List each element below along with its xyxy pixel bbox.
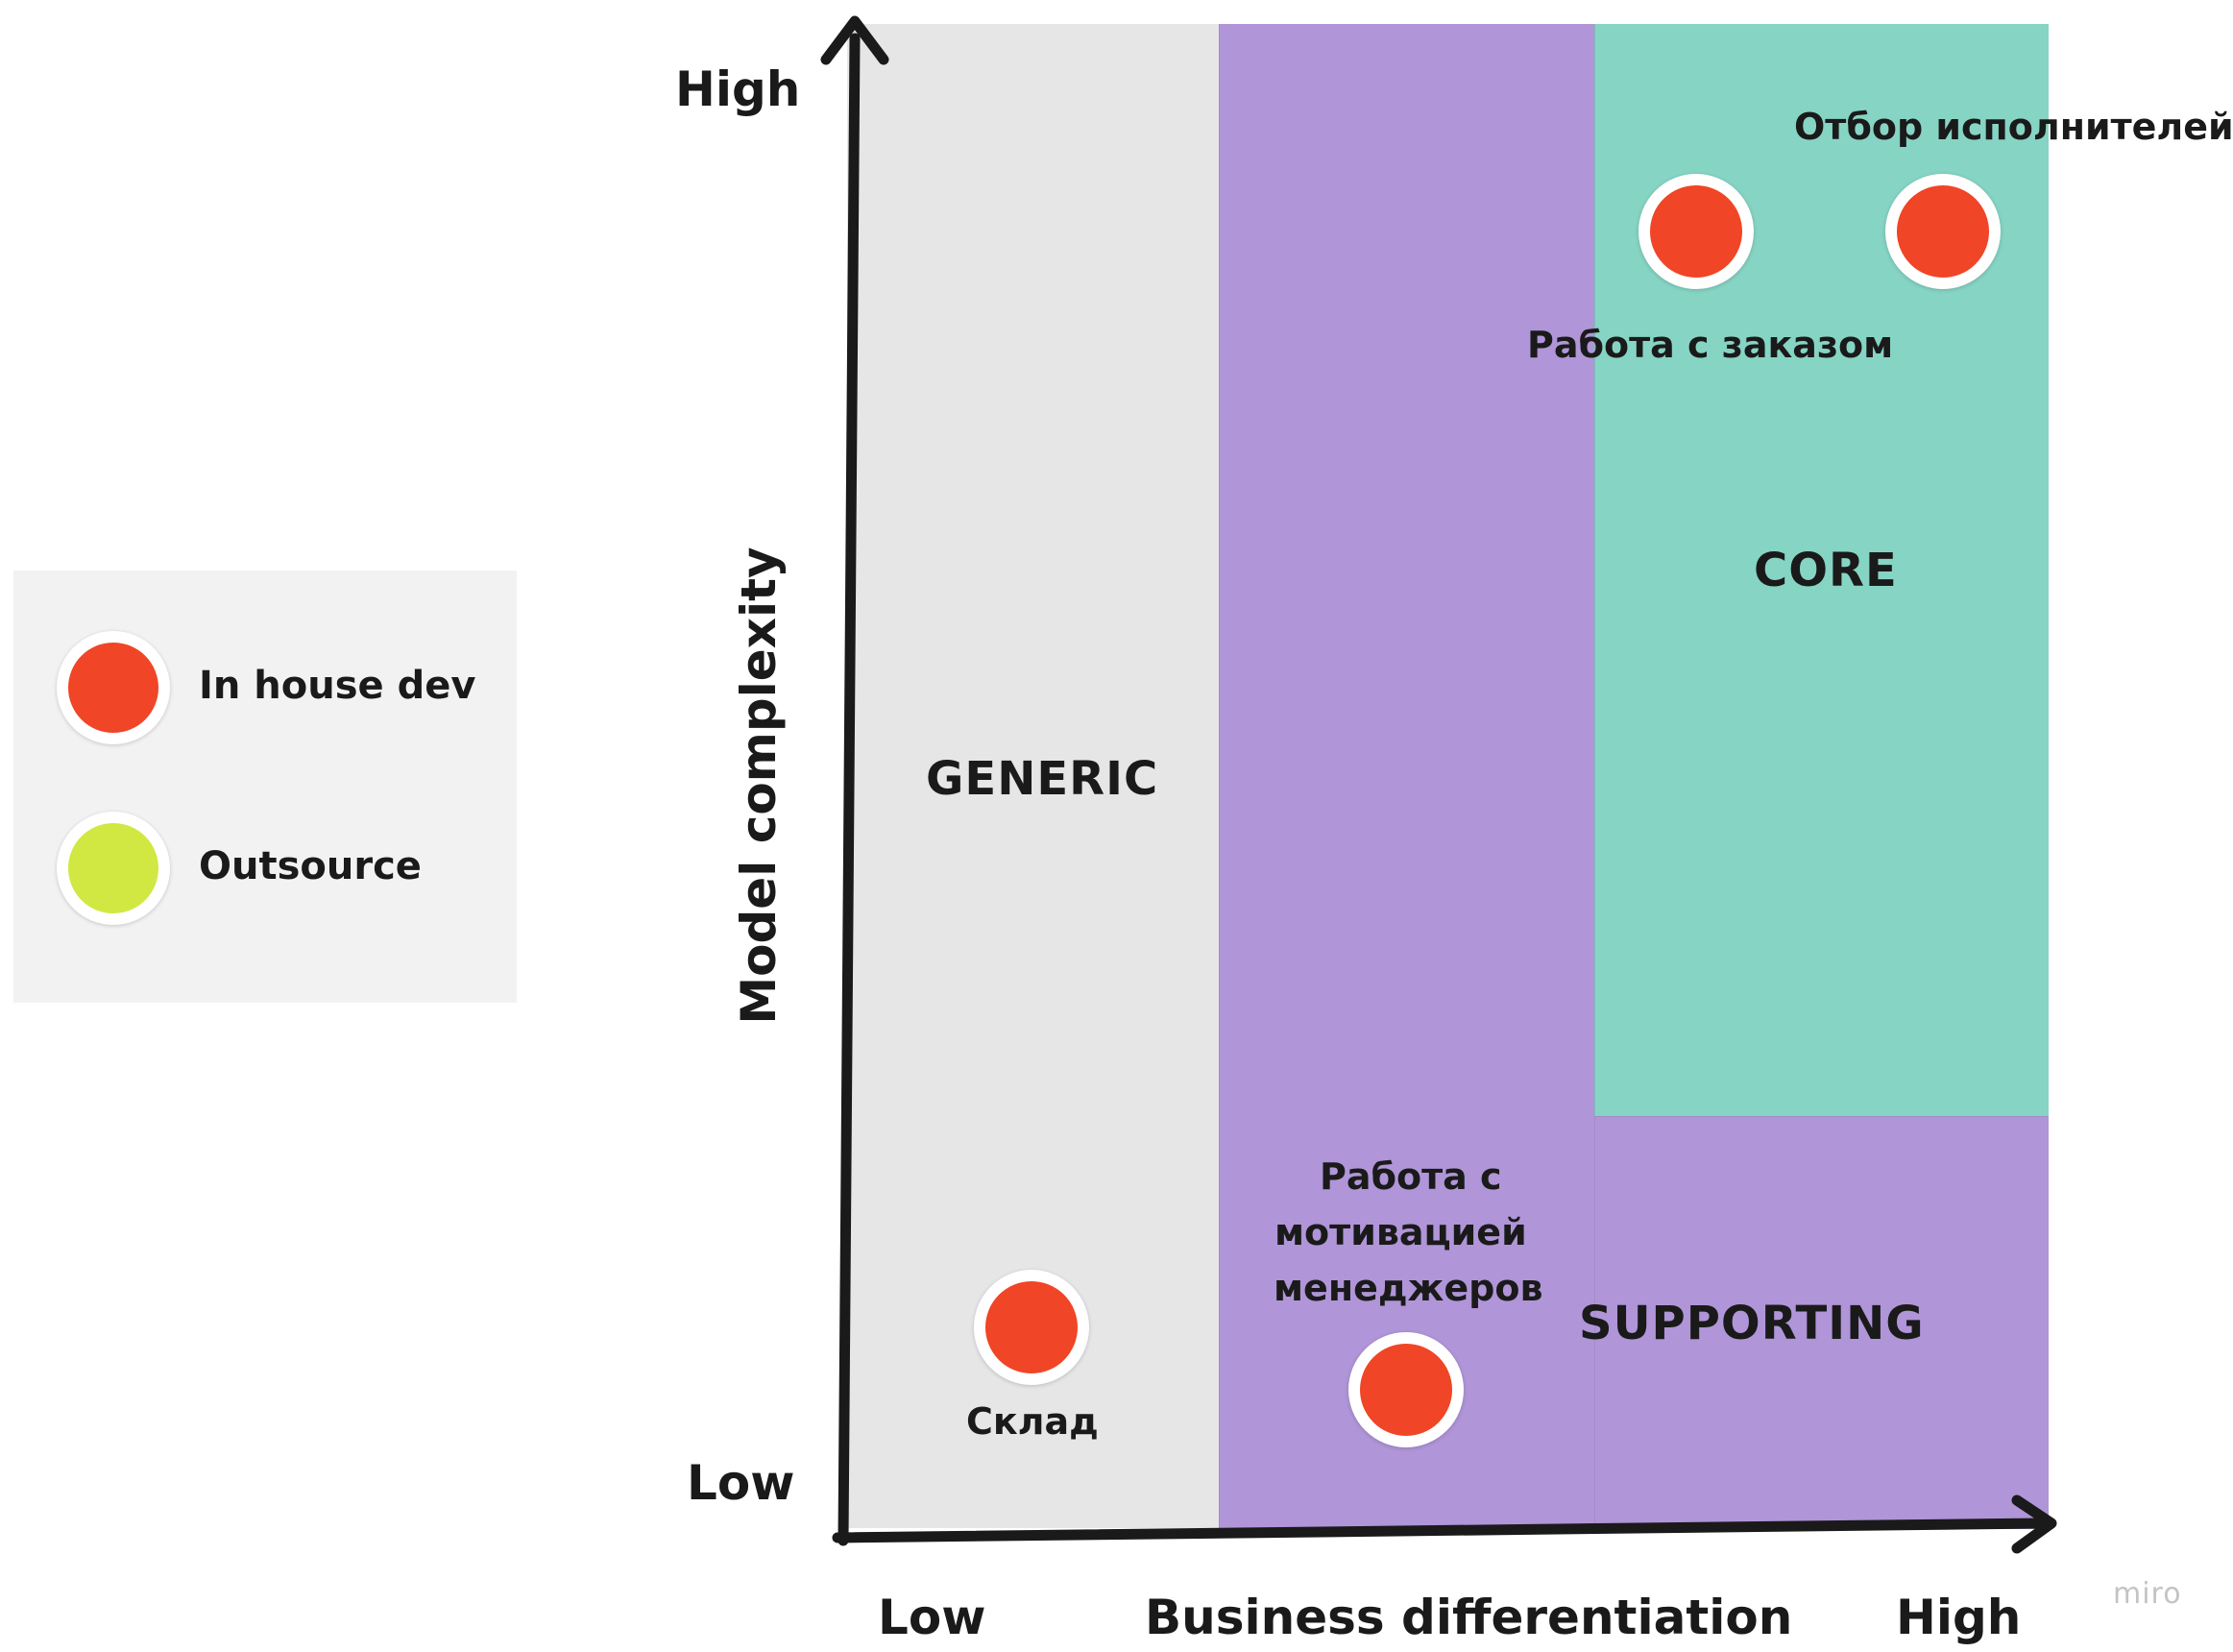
y-axis-line [837,33,861,1546]
sklad-label: Склад [966,1400,1099,1443]
motivatsia-label-line2: мотивацией [1274,1211,1527,1253]
y-axis-high-label: High [675,61,801,117]
core-label: CORE [1754,544,1898,597]
otbor-label: Отбор исполнителей [1794,106,2233,148]
legend-inhouse-swatch [57,631,170,744]
sklad-dot[interactable] [974,1270,1089,1385]
rabota-zakaz-label: Работа с заказом [1527,324,1894,366]
x-axis-low-label: Low [878,1590,986,1645]
x-axis-line [832,1518,2046,1543]
motivatsia-label-line3: менеджеров [1274,1267,1543,1309]
y-axis-arrowhead [820,15,889,65]
otbor-dot[interactable] [1885,174,2001,289]
supporting-region-left [1219,24,1595,1528]
legend-inhouse-label: In house dev [199,664,476,708]
y-axis-low-label: Low [687,1455,795,1511]
x-axis-arrowhead [2011,1494,2057,1554]
generic-label: GENERIC [926,752,1159,806]
motivatsia-dot[interactable] [1348,1332,1464,1447]
legend-outsource-label: Outsource [199,844,422,888]
miro-watermark: miro [2113,1577,2182,1611]
legend: In house dev Outsource [13,571,517,1003]
motivatsia-label-line1: Работа с [1320,1155,1502,1198]
y-axis-title: Model complexity [731,547,787,1025]
supporting-region-right [1594,1116,2049,1529]
x-axis-title: Business differentiation [1145,1590,1793,1645]
x-axis-high-label: High [1896,1590,2022,1645]
legend-outsource-swatch [57,812,170,925]
supporting-label: SUPPORTING [1579,1297,1925,1350]
